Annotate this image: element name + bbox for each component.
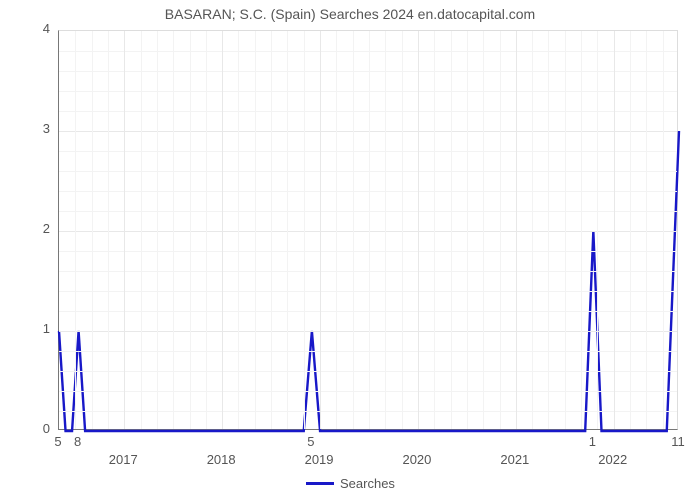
y-minor-gridline — [59, 351, 677, 352]
x-minor-gridline — [92, 31, 93, 429]
x-minor-gridline — [565, 31, 566, 429]
x-minor-gridline — [434, 31, 435, 429]
y-minor-gridline — [59, 391, 677, 392]
x-tick-label: 2022 — [598, 452, 627, 467]
x-minor-gridline — [255, 31, 256, 429]
y-minor-gridline — [59, 311, 677, 312]
y-major-gridline — [59, 131, 677, 132]
x-tick-label: 2017 — [109, 452, 138, 467]
point-label: 5 — [307, 434, 314, 449]
x-tick-label: 2021 — [500, 452, 529, 467]
y-tick-label: 1 — [28, 321, 50, 336]
chart-title: BASARAN; S.C. (Spain) Searches 2024 en.d… — [0, 6, 700, 22]
x-minor-gridline — [451, 31, 452, 429]
x-minor-gridline — [646, 31, 647, 429]
x-minor-gridline — [287, 31, 288, 429]
y-minor-gridline — [59, 51, 677, 52]
x-minor-gridline — [630, 31, 631, 429]
x-minor-gridline — [581, 31, 582, 429]
y-minor-gridline — [59, 291, 677, 292]
plot-area — [58, 30, 678, 430]
x-major-gridline — [124, 31, 125, 429]
y-tick-label: 0 — [28, 421, 50, 436]
x-minor-gridline — [597, 31, 598, 429]
y-major-gridline — [59, 331, 677, 332]
y-major-gridline — [59, 231, 677, 232]
x-minor-gridline — [190, 31, 191, 429]
x-minor-gridline — [483, 31, 484, 429]
y-minor-gridline — [59, 271, 677, 272]
y-minor-gridline — [59, 171, 677, 172]
x-minor-gridline — [173, 31, 174, 429]
x-major-gridline — [516, 31, 517, 429]
x-minor-gridline — [548, 31, 549, 429]
x-minor-gridline — [141, 31, 142, 429]
y-minor-gridline — [59, 71, 677, 72]
x-minor-gridline — [402, 31, 403, 429]
point-label: 11 — [671, 434, 685, 449]
x-minor-gridline — [467, 31, 468, 429]
y-minor-gridline — [59, 411, 677, 412]
y-minor-gridline — [59, 371, 677, 372]
point-label: 1 — [589, 434, 596, 449]
x-tick-label: 2018 — [207, 452, 236, 467]
x-minor-gridline — [271, 31, 272, 429]
x-minor-gridline — [353, 31, 354, 429]
point-label: 5 — [54, 434, 61, 449]
x-minor-gridline — [108, 31, 109, 429]
x-major-gridline — [418, 31, 419, 429]
x-minor-gridline — [500, 31, 501, 429]
x-major-gridline — [320, 31, 321, 429]
x-minor-gridline — [336, 31, 337, 429]
x-tick-label: 2019 — [305, 452, 334, 467]
point-label: 8 — [74, 434, 81, 449]
y-minor-gridline — [59, 151, 677, 152]
y-tick-label: 3 — [28, 121, 50, 136]
x-minor-gridline — [304, 31, 305, 429]
y-minor-gridline — [59, 251, 677, 252]
x-minor-gridline — [75, 31, 76, 429]
x-minor-gridline — [385, 31, 386, 429]
x-tick-label: 2020 — [402, 452, 431, 467]
x-minor-gridline — [532, 31, 533, 429]
legend-swatch — [306, 482, 334, 485]
y-minor-gridline — [59, 191, 677, 192]
x-minor-gridline — [206, 31, 207, 429]
y-minor-gridline — [59, 111, 677, 112]
y-minor-gridline — [59, 91, 677, 92]
x-major-gridline — [614, 31, 615, 429]
legend: Searches — [306, 476, 395, 491]
x-major-gridline — [222, 31, 223, 429]
chart-container: BASARAN; S.C. (Spain) Searches 2024 en.d… — [0, 0, 700, 500]
legend-label: Searches — [340, 476, 395, 491]
x-minor-gridline — [157, 31, 158, 429]
x-minor-gridline — [238, 31, 239, 429]
y-tick-label: 2 — [28, 221, 50, 236]
y-minor-gridline — [59, 211, 677, 212]
x-minor-gridline — [663, 31, 664, 429]
x-minor-gridline — [369, 31, 370, 429]
y-tick-label: 4 — [28, 21, 50, 36]
